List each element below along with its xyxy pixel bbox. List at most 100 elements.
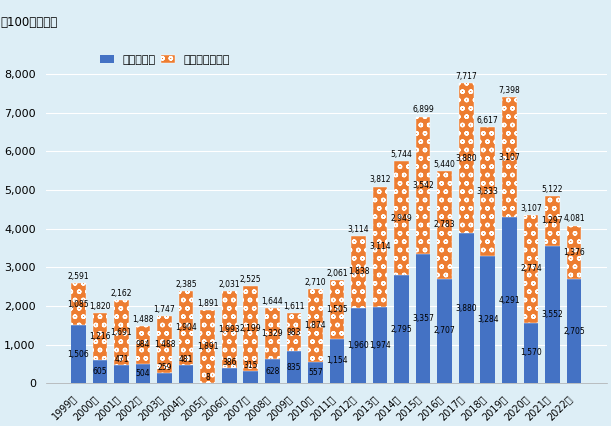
Bar xyxy=(329,339,344,383)
Text: 3,552: 3,552 xyxy=(541,310,563,319)
Text: 1,611: 1,611 xyxy=(283,302,305,311)
Legend: 完成車製造, 自動車部品製造: 完成車製造, 自動車部品製造 xyxy=(96,50,235,69)
Bar xyxy=(351,308,366,383)
Bar xyxy=(502,217,517,383)
Text: 1,297: 1,297 xyxy=(541,216,563,225)
Text: 1,691: 1,691 xyxy=(111,328,132,337)
Text: 628: 628 xyxy=(265,367,279,376)
Text: 2,525: 2,525 xyxy=(240,275,262,284)
Text: 2,783: 2,783 xyxy=(434,220,456,229)
Bar xyxy=(157,373,172,383)
Bar xyxy=(243,371,258,383)
Text: 2,707: 2,707 xyxy=(434,326,456,335)
Text: 4,081: 4,081 xyxy=(563,214,585,223)
Bar xyxy=(480,127,495,256)
Bar xyxy=(179,291,194,365)
Text: 3,812: 3,812 xyxy=(369,176,391,184)
Text: 3,107: 3,107 xyxy=(520,204,542,213)
Text: 3,114: 3,114 xyxy=(369,242,391,251)
Bar xyxy=(114,300,129,365)
Text: 1,820: 1,820 xyxy=(89,302,111,311)
Text: 3,880: 3,880 xyxy=(455,304,477,313)
Bar xyxy=(157,316,172,373)
Text: 983: 983 xyxy=(287,328,301,337)
Bar xyxy=(93,313,108,360)
Bar xyxy=(179,365,194,383)
Text: 1,505: 1,505 xyxy=(326,305,348,314)
Bar xyxy=(71,283,86,325)
Text: 2,385: 2,385 xyxy=(175,280,197,289)
Bar xyxy=(545,196,560,246)
Bar xyxy=(373,307,387,383)
Bar xyxy=(545,246,560,383)
Text: 8: 8 xyxy=(205,373,210,382)
Bar xyxy=(351,236,366,308)
Text: 3,284: 3,284 xyxy=(477,315,499,324)
Bar xyxy=(459,233,474,383)
Text: 1,216: 1,216 xyxy=(89,332,111,341)
Text: 259: 259 xyxy=(157,363,172,372)
Bar xyxy=(502,97,517,217)
Bar xyxy=(200,310,215,383)
Text: 315: 315 xyxy=(244,361,258,370)
Bar xyxy=(416,253,431,383)
Bar xyxy=(136,326,150,364)
Text: 835: 835 xyxy=(287,363,301,371)
Text: 3,357: 3,357 xyxy=(412,314,434,323)
Text: 471: 471 xyxy=(114,355,129,364)
Text: 1,488: 1,488 xyxy=(154,340,175,349)
Text: 1,891: 1,891 xyxy=(197,342,218,351)
Bar xyxy=(265,308,280,359)
Text: 3,107: 3,107 xyxy=(499,153,520,162)
Text: 3,542: 3,542 xyxy=(412,181,434,190)
Text: 3,880: 3,880 xyxy=(455,154,477,163)
Text: 1,644: 1,644 xyxy=(262,296,283,305)
Bar xyxy=(459,83,474,233)
Bar xyxy=(437,171,452,279)
Text: 1,960: 1,960 xyxy=(348,341,370,350)
Text: 7,398: 7,398 xyxy=(499,86,520,95)
Text: 984: 984 xyxy=(136,340,150,349)
Text: 2,774: 2,774 xyxy=(520,265,542,273)
Text: 1,974: 1,974 xyxy=(369,341,391,350)
Text: 2,710: 2,710 xyxy=(305,278,326,287)
Text: 2,031: 2,031 xyxy=(218,280,240,289)
Bar xyxy=(437,279,452,383)
Text: 6,899: 6,899 xyxy=(412,106,434,115)
Bar xyxy=(480,256,495,383)
Text: 1,747: 1,747 xyxy=(154,305,175,314)
Bar xyxy=(93,360,108,383)
Text: 481: 481 xyxy=(179,354,193,363)
Bar xyxy=(243,286,258,371)
Text: 3,333: 3,333 xyxy=(477,187,499,196)
Text: 2,061: 2,061 xyxy=(326,269,348,278)
Text: 5,744: 5,744 xyxy=(390,150,412,159)
Bar xyxy=(71,325,86,383)
Text: 504: 504 xyxy=(136,369,150,378)
Bar xyxy=(524,216,538,322)
Text: 1,838: 1,838 xyxy=(348,268,369,276)
Text: 1,874: 1,874 xyxy=(305,321,326,330)
Bar xyxy=(394,275,409,383)
Text: 4,291: 4,291 xyxy=(499,296,520,305)
Bar xyxy=(373,187,387,307)
Bar xyxy=(287,351,301,383)
Bar xyxy=(265,359,280,383)
Text: 1,570: 1,570 xyxy=(520,348,542,357)
Text: 1,904: 1,904 xyxy=(175,323,197,332)
Bar xyxy=(308,362,323,383)
Text: 7,717: 7,717 xyxy=(455,72,477,81)
Text: 1,993: 1,993 xyxy=(218,325,240,334)
Bar xyxy=(222,291,236,368)
Bar xyxy=(114,365,129,383)
Text: 5,122: 5,122 xyxy=(542,185,563,194)
Text: （100万ドル）: （100万ドル） xyxy=(1,17,58,29)
Text: 2,949: 2,949 xyxy=(390,214,412,223)
Bar xyxy=(329,280,344,339)
Text: 6,617: 6,617 xyxy=(477,116,499,125)
Text: 5,440: 5,440 xyxy=(434,160,456,169)
Bar xyxy=(287,313,301,351)
Bar xyxy=(566,279,581,383)
Text: 2,199: 2,199 xyxy=(240,324,262,333)
Text: 1,154: 1,154 xyxy=(326,357,348,366)
